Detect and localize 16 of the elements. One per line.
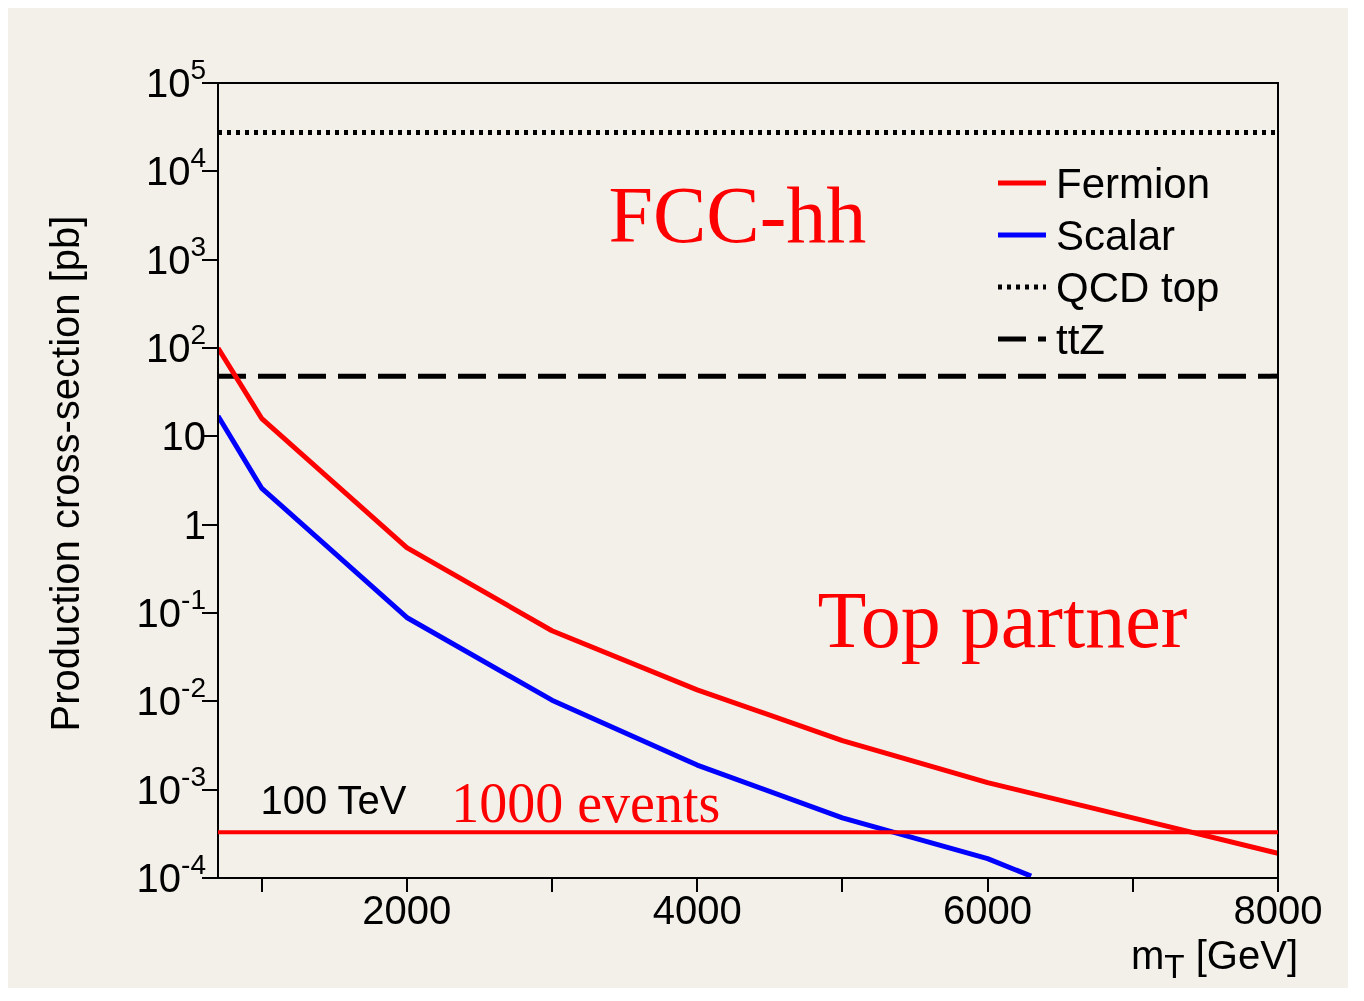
x-tick-label: 8000 <box>1233 888 1323 932</box>
ref-line-label: 1000 events <box>451 772 721 835</box>
legend-label: ttZ <box>1056 316 1105 363</box>
annotation: Top partner <box>817 576 1188 665</box>
legend-label: QCD top <box>1056 264 1220 311</box>
annotation: 100 TeV <box>260 778 407 823</box>
legend-label: Scalar <box>1056 212 1176 259</box>
y-tick-label: 1 <box>183 502 206 547</box>
legend-label: Fermion <box>1056 160 1211 207</box>
y-tick-label: 10 <box>161 414 207 459</box>
x-tick-label: 2000 <box>362 888 452 932</box>
x-axis-title: m$_{T}$ [GeV] <box>1130 933 1298 986</box>
x-tick-label: 6000 <box>943 888 1033 932</box>
annotation: FCC-hh <box>608 171 867 259</box>
x-tick-label: 4000 <box>652 888 742 932</box>
y-axis-title: Production cross-section [pb] <box>43 215 89 731</box>
